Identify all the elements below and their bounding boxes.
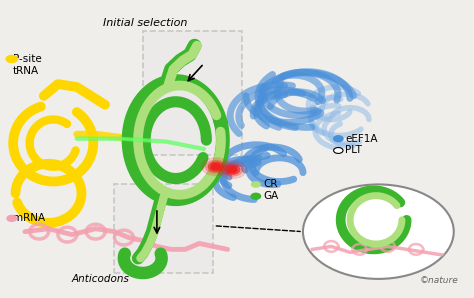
Circle shape — [228, 167, 237, 173]
Circle shape — [251, 193, 261, 199]
Text: mRNA: mRNA — [13, 213, 46, 224]
Circle shape — [208, 162, 223, 171]
Text: ©nature: ©nature — [419, 276, 458, 285]
Text: Anticodons: Anticodons — [72, 274, 129, 284]
Text: P-site
tRNA: P-site tRNA — [13, 54, 42, 76]
Circle shape — [201, 158, 230, 176]
Circle shape — [334, 136, 343, 142]
Circle shape — [222, 163, 243, 176]
Circle shape — [205, 160, 226, 173]
Circle shape — [211, 164, 220, 170]
Circle shape — [7, 215, 17, 221]
Circle shape — [334, 148, 343, 153]
Text: GA: GA — [263, 191, 278, 201]
FancyBboxPatch shape — [115, 184, 213, 273]
Circle shape — [303, 184, 454, 279]
Circle shape — [251, 181, 261, 187]
Text: Initial selection: Initial selection — [103, 18, 187, 28]
Text: eEF1A: eEF1A — [346, 134, 378, 144]
Text: PLT: PLT — [346, 145, 362, 156]
Text: CR: CR — [263, 179, 277, 190]
Circle shape — [6, 55, 18, 63]
FancyBboxPatch shape — [143, 31, 242, 155]
Circle shape — [218, 161, 246, 179]
Circle shape — [225, 165, 240, 174]
